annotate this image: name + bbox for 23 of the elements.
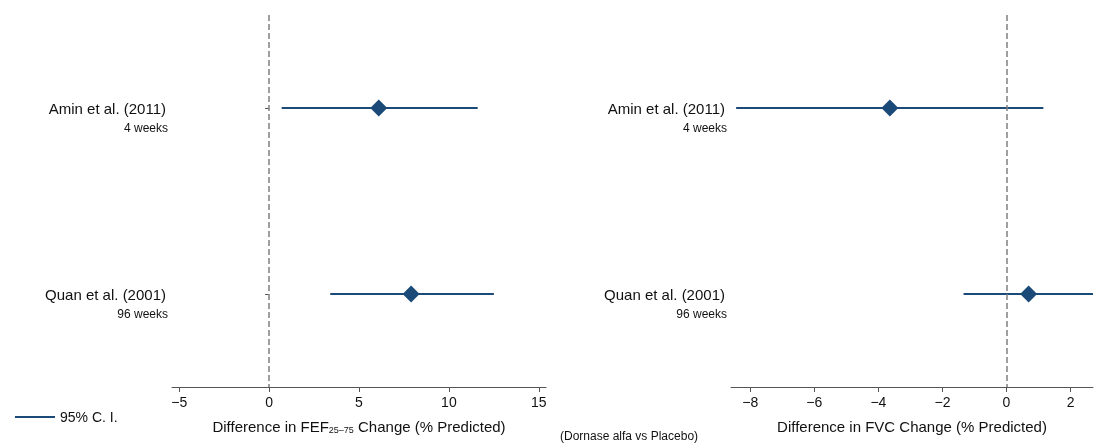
x-tick-label: 5 <box>355 394 364 410</box>
text: 4 weeks <box>123 121 168 135</box>
x-tick-label: 0 <box>265 394 274 410</box>
text: 96 weeks <box>117 307 168 321</box>
x-axis-title: Difference in FVC Change (% Predicted) <box>777 418 1047 435</box>
x-tick-label: −2 <box>934 394 951 410</box>
x-tick-label: −4 <box>870 394 887 410</box>
text: 96 weeks <box>676 307 727 321</box>
y-tick-label: Quan et al. (2001) <box>45 285 166 303</box>
y-tick-label: Amin et al. (2011) <box>607 99 725 117</box>
x-tick-label: 0 <box>1002 394 1011 410</box>
x-tick-label: −6 <box>806 394 823 410</box>
x-tick-label: 2 <box>1066 394 1075 410</box>
x-tick-label: −8 <box>742 394 759 410</box>
text: (Dornase alfa vs Placebo) <box>560 429 699 443</box>
x-tick-label: 15 <box>531 394 547 410</box>
y-tick-label: Amin et al. (2011) <box>48 99 166 117</box>
x-tick-label: −5 <box>171 394 188 410</box>
y-tick-label: Quan et al. (2001) <box>604 285 725 303</box>
legend-label: 95% C. I. <box>60 409 118 425</box>
x-axis-title: Difference in FEF25–75 Change (% Predicted) <box>212 418 506 435</box>
x-tick-label: 10 <box>441 394 457 410</box>
text: 4 weeks <box>682 121 727 135</box>
